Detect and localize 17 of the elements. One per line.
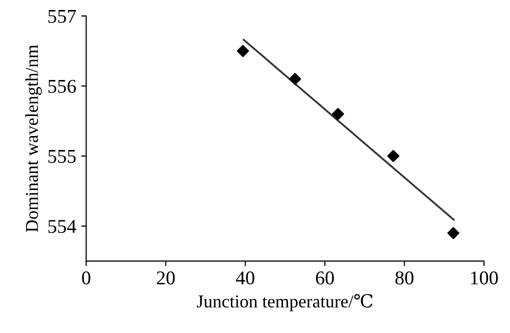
point — [387, 150, 400, 162]
point — [288, 72, 302, 86]
x-tick-label: 80 — [395, 271, 414, 284]
x-tick-label: 100 — [471, 271, 498, 284]
x-axis-title: Junction temperature/℃ — [196, 294, 373, 312]
y-tick-label: 556 — [48, 80, 76, 93]
x-tick-label: 40 — [236, 271, 254, 284]
y-tick-label: 557 — [48, 10, 76, 23]
x-tick-label: 0 — [82, 271, 90, 284]
x-tick-label: 20 — [156, 271, 175, 284]
y-tick-label: 554 — [48, 220, 76, 233]
x-tick-label: 60 — [316, 271, 334, 284]
y-tick-label: 555 — [48, 150, 76, 163]
point — [447, 226, 460, 240]
point — [332, 108, 344, 120]
y-axis-title: Dominant wavelength/nm — [25, 44, 42, 232]
point — [236, 44, 249, 58]
